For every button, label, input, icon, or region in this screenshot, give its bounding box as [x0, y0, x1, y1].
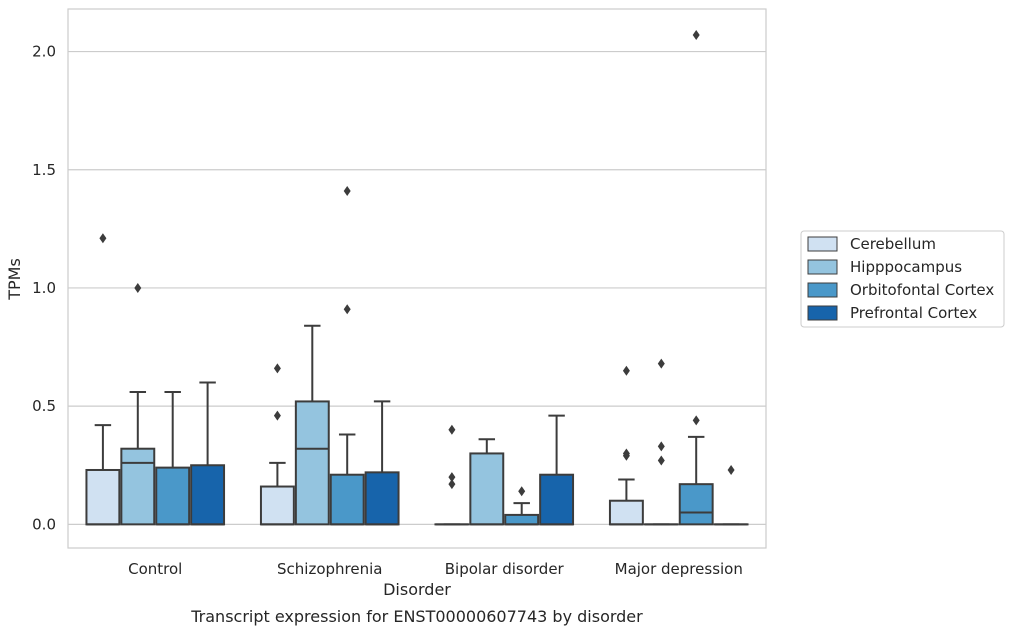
box-prefrontal-cortex	[713, 464, 749, 526]
box-prefrontal-cortex	[364, 400, 400, 526]
legend-label: Orbitofontal Cortex	[850, 281, 994, 299]
box-orbitofontal-cortex	[678, 30, 714, 526]
y-tick-label: 1.0	[32, 279, 56, 297]
outlier-point	[692, 30, 700, 41]
legend-swatch	[807, 259, 838, 275]
outlier-point	[657, 441, 665, 452]
outlier-point	[657, 455, 665, 466]
box-orbitofontal-cortex	[155, 390, 191, 526]
box-body	[190, 464, 226, 526]
box-hipppocampus	[120, 282, 156, 526]
legend-frame	[800, 230, 1005, 328]
box-body	[364, 471, 400, 526]
box-orbitofontal-cortex	[504, 486, 540, 526]
box-body	[294, 400, 330, 526]
outlier-point	[448, 472, 456, 483]
box-orbitofontal-cortex	[329, 186, 365, 526]
box-body	[85, 468, 121, 526]
y-tick-label: 1.5	[32, 161, 56, 179]
outlier-point	[518, 486, 526, 497]
box-body	[469, 452, 505, 526]
x-tick-label: Bipolar disorder	[445, 560, 565, 578]
outlier-point	[273, 410, 281, 421]
box-body	[155, 466, 191, 526]
x-tick-label: Major depression	[615, 560, 743, 578]
outlier-point	[343, 304, 351, 315]
x-tick-label: Schizophrenia	[277, 560, 382, 578]
box-body	[504, 513, 540, 526]
outlier-point	[99, 233, 107, 244]
box-body	[608, 499, 644, 526]
legend-label: Prefrontal Cortex	[850, 304, 977, 322]
legend: Cerebellum Hipppocampus Orbitofontal Corte…	[800, 230, 1005, 328]
box-cerebellum	[85, 233, 121, 526]
outlier-point	[273, 363, 281, 374]
y-tick-label: 0.5	[32, 397, 56, 415]
box-cerebellum	[608, 365, 644, 526]
box-layer	[85, 30, 749, 526]
box-cerebellum	[434, 424, 470, 526]
y-tick-label: 2.0	[32, 43, 56, 61]
x-axis-ticks: Control Schizophrenia Bipolar disorder Majo…	[128, 560, 743, 578]
box-body	[329, 473, 365, 526]
box-hipppocampus	[469, 438, 505, 526]
plot-frame	[67, 8, 767, 549]
y-tick-label: 0.0	[32, 515, 56, 533]
box-hipppocampus	[643, 358, 679, 526]
outlier-point	[622, 448, 630, 459]
outlier-point	[343, 186, 351, 197]
outlier-point	[134, 282, 142, 293]
outlier-point	[448, 479, 456, 490]
box-hipppocampus	[294, 324, 330, 526]
legend-swatch	[807, 236, 838, 252]
x-axis-title: Disorder	[383, 580, 451, 599]
box-body	[539, 473, 575, 526]
outlier-point	[657, 358, 665, 369]
outlier-point	[622, 365, 630, 376]
y-axis-title: TPMs	[5, 258, 24, 301]
outlier-point	[727, 464, 735, 475]
box-prefrontal-cortex	[539, 414, 575, 526]
outlier-point	[448, 424, 456, 435]
box-body	[120, 447, 156, 526]
box-cerebellum	[259, 363, 295, 526]
legend-swatch	[807, 305, 838, 321]
legend-label: Hipppocampus	[850, 258, 962, 276]
x-tick-label: Control	[128, 560, 182, 578]
legend-swatch	[807, 282, 838, 298]
box-prefrontal-cortex	[190, 381, 226, 526]
box-body	[259, 485, 295, 526]
legend-label: Cerebellum	[850, 235, 936, 253]
outlier-point	[692, 415, 700, 426]
figure-caption: Transcript expression for ENST0000060774…	[190, 607, 643, 626]
y-axis-ticks: 0.0 0.5 1.0 1.5 2.0	[32, 43, 56, 534]
box-body	[678, 483, 714, 526]
